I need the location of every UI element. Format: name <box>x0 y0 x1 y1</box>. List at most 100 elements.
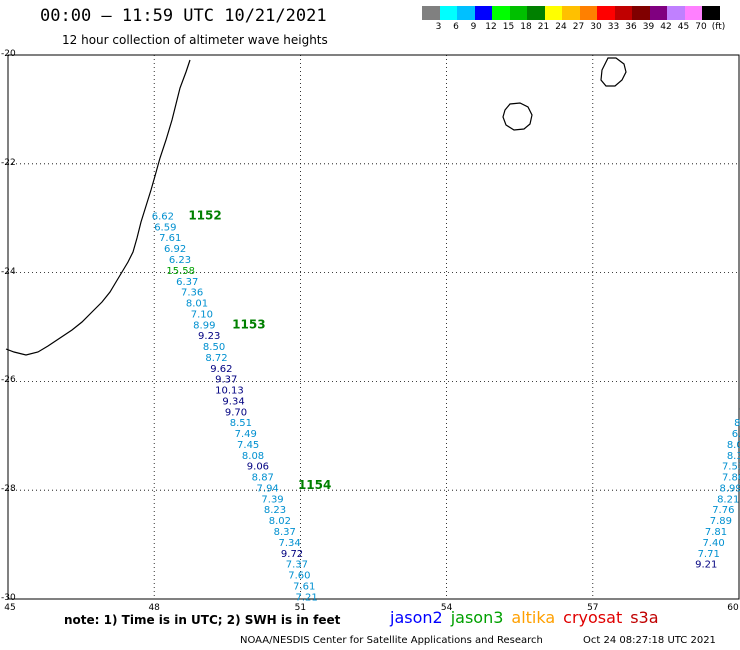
pass-time-label: 1153 <box>232 317 265 331</box>
wave-height-value: 7.76 <box>712 505 734 516</box>
pass-labels: 1152 1153 1154 <box>188 208 331 491</box>
color-scale-label: (ft) <box>711 22 726 32</box>
wave-height-value: 7.36 <box>181 288 203 299</box>
longitude-label: 60 <box>727 603 739 613</box>
wave-height-value: 7.53 <box>722 462 740 473</box>
color-swatch <box>579 6 597 20</box>
wave-height-value: 7.81 <box>705 527 727 538</box>
wave-height-value: 7.60 <box>288 571 310 582</box>
generation-timestamp: Oct 24 08:27:18 UTC 2021 <box>583 635 716 646</box>
wave-height-value: 8. <box>734 418 740 429</box>
color-scale-label: 24 <box>555 22 567 32</box>
longitude-label: 45 <box>4 603 16 613</box>
pass-time-label: 1154 <box>298 478 331 492</box>
color-swatch <box>702 6 720 20</box>
wave-height-value: 7.37 <box>286 560 308 571</box>
color-swatch <box>667 6 685 20</box>
wave-height-value: 7.34 <box>278 538 300 549</box>
latitude-label: -22 <box>1 157 16 168</box>
wave-height-value: 7.61 <box>293 581 315 592</box>
color-scale-label: 3 <box>435 22 442 32</box>
wave-height-value: 9.72 <box>281 549 303 560</box>
color-swatch <box>509 6 527 20</box>
wave-height-value: 7.39 <box>261 494 283 505</box>
wave-height-value: 15.58 <box>166 266 195 277</box>
map-frame <box>7 54 740 600</box>
wave-height-values: 6.626.597.616.926.2315.586.377.368.017.1… <box>152 211 740 603</box>
map-title: 00:00 — 11:59 UTC 10/21/2021 <box>40 6 327 26</box>
latitude-label: -20 <box>1 49 16 59</box>
satellite-legend-item: s3a <box>630 608 659 627</box>
color-swatch <box>614 6 632 20</box>
wave-height-value: 8.51 <box>230 418 252 429</box>
map-subtitle: 12 hour collection of altimeter wave hei… <box>62 33 328 47</box>
color-swatch <box>474 6 492 20</box>
wave-height-value: 8.87 <box>252 473 274 484</box>
color-scale-label: 33 <box>607 22 620 32</box>
longitude-label: 57 <box>587 603 599 613</box>
wave-height-value: 9.23 <box>198 331 220 342</box>
wave-height-value: 7.40 <box>702 538 724 549</box>
color-scale-label: 15 <box>502 22 515 32</box>
color-swatch <box>597 6 615 20</box>
color-swatch <box>422 6 440 20</box>
grid-lines <box>8 55 739 599</box>
color-scale-bar <box>422 6 720 20</box>
wave-height-value: 8.37 <box>274 527 296 538</box>
wave-height-value: 8.01 <box>186 299 208 310</box>
wave-height-value: 7.21 <box>296 592 318 603</box>
color-scale-label: 18 <box>520 22 532 32</box>
latitude-label: -26 <box>1 375 16 386</box>
color-scale-label: 30 <box>590 22 602 32</box>
color-swatch <box>649 6 667 20</box>
latitude-label: -30 <box>1 593 16 603</box>
color-scale-label: 42 <box>660 22 672 32</box>
wave-height-value: 7.89 <box>710 516 732 527</box>
wave-height-value: 7.10 <box>191 309 213 320</box>
wave-height-value: 7.49 <box>235 429 257 440</box>
wave-height-value: 8.23 <box>264 505 286 516</box>
color-swatch <box>527 6 545 20</box>
wave-height-value: 7.45 <box>237 440 259 451</box>
wave-height-value: 8.99 <box>720 483 740 494</box>
wave-height-value: 7.86 <box>722 473 740 484</box>
color-swatch <box>544 6 562 20</box>
longitude-label: 51 <box>294 603 307 613</box>
wave-height-value: 8.0 <box>727 440 740 451</box>
wave-height-value: 8.99 <box>193 320 215 331</box>
wave-height-value: 8.72 <box>205 353 227 364</box>
wave-height-value: 8.08 <box>242 451 264 462</box>
wave-height-value: 8.02 <box>269 516 291 527</box>
wave-height-value: 6.62 <box>152 211 174 222</box>
color-scale-label: 36 <box>625 22 637 32</box>
mauritius-island-coastline <box>600 57 627 87</box>
color-swatch <box>492 6 510 20</box>
wave-height-value: 7.71 <box>698 549 720 560</box>
color-scale-label: 27 <box>572 22 585 32</box>
wave-height-value: 9.37 <box>215 375 237 386</box>
wave-height-value: 6.59 <box>154 222 176 233</box>
color-swatch <box>684 6 702 20</box>
credit-line: NOAA/NESDIS Center for Satellite Applica… <box>240 635 543 646</box>
longitude-label: 48 <box>148 603 160 613</box>
wave-height-value: 6.8 <box>732 429 740 440</box>
reunion-island-coastline <box>502 102 533 131</box>
wave-height-value: 9.70 <box>225 407 247 418</box>
wave-height-value: 8.50 <box>203 342 225 353</box>
satellite-legend: jason2 jason3 altika cryosat s3a <box>390 608 659 627</box>
color-scale-label: 45 <box>677 22 690 32</box>
color-scale-label: 12 <box>485 22 497 32</box>
wave-height-value: 9.34 <box>222 396 244 407</box>
wave-height-value: 6.37 <box>176 277 198 288</box>
color-swatch <box>632 6 650 20</box>
pass-time-label: 1152 <box>188 208 221 222</box>
wave-height-value: 9.62 <box>210 364 232 375</box>
latitude-label: -24 <box>1 266 16 277</box>
longitude-label: 54 <box>440 603 453 613</box>
latitude-label: -28 <box>1 484 16 495</box>
wave-height-value: 9.21 <box>695 560 717 571</box>
satellite-legend-item: jason3 <box>450 608 504 627</box>
wave-height-value: 8.3 <box>727 451 740 462</box>
coastlines <box>5 57 627 356</box>
satellite-legend-item: jason2 <box>390 608 443 627</box>
